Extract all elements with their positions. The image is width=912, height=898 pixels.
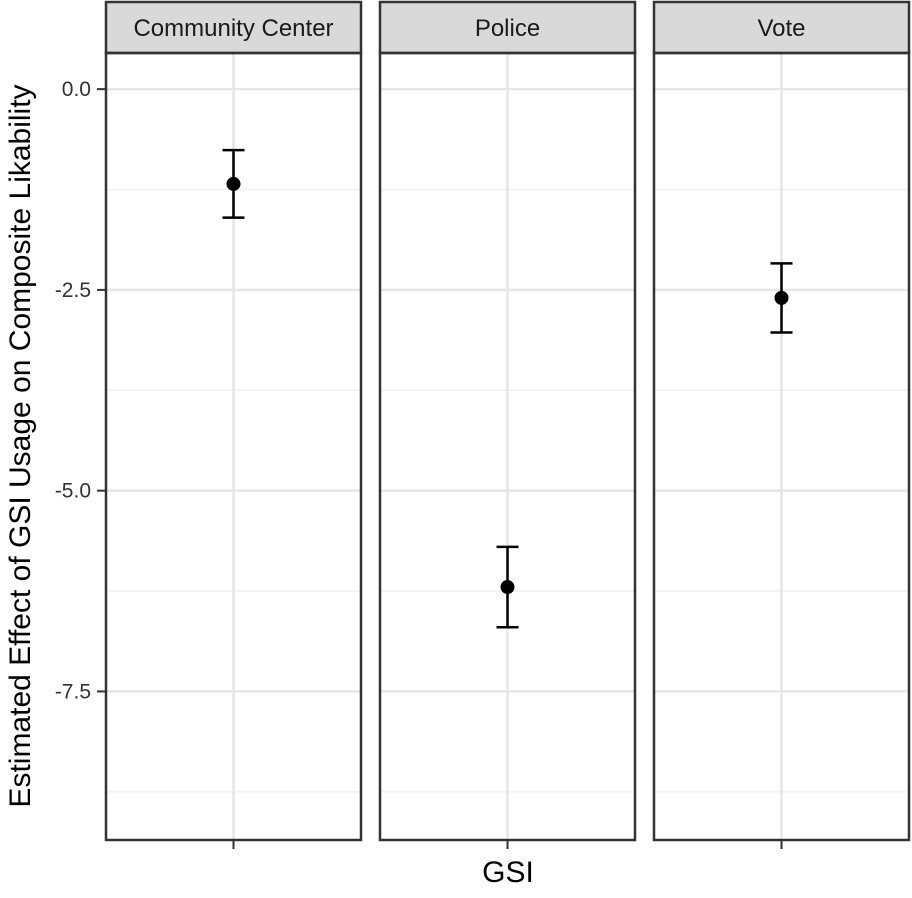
strip-label-community-center: Community Center: [133, 15, 333, 42]
facet-panel-police: Police: [378, 0, 637, 842]
facet-panels: Community Center Police Vote: [104, 0, 911, 842]
y-tick-label: -7.5: [55, 680, 91, 703]
facet-panel-vote: Vote: [652, 0, 911, 842]
x-axis: [232, 840, 783, 849]
y-tick-label: -5.0: [55, 480, 91, 503]
y-tick-label: 0.0: [62, 78, 91, 101]
estimate-point: [500, 580, 515, 595]
strip-label-vote: Vote: [757, 15, 805, 42]
y-axis: 0.0 -2.5 -5.0 -7.5: [55, 78, 106, 703]
facet-panel-community-center: Community Center: [104, 0, 363, 842]
x-axis-title: GSI: [482, 856, 534, 889]
strip-label-police: Police: [475, 15, 540, 42]
strip-background: [378, 0, 637, 55]
strip-background: [104, 0, 363, 55]
y-axis-title: Estimated Effect of GSI Usage on Composi…: [4, 84, 37, 807]
estimate-point: [774, 290, 789, 305]
y-tick-label: -2.5: [55, 279, 91, 302]
estimate-point: [226, 176, 241, 191]
